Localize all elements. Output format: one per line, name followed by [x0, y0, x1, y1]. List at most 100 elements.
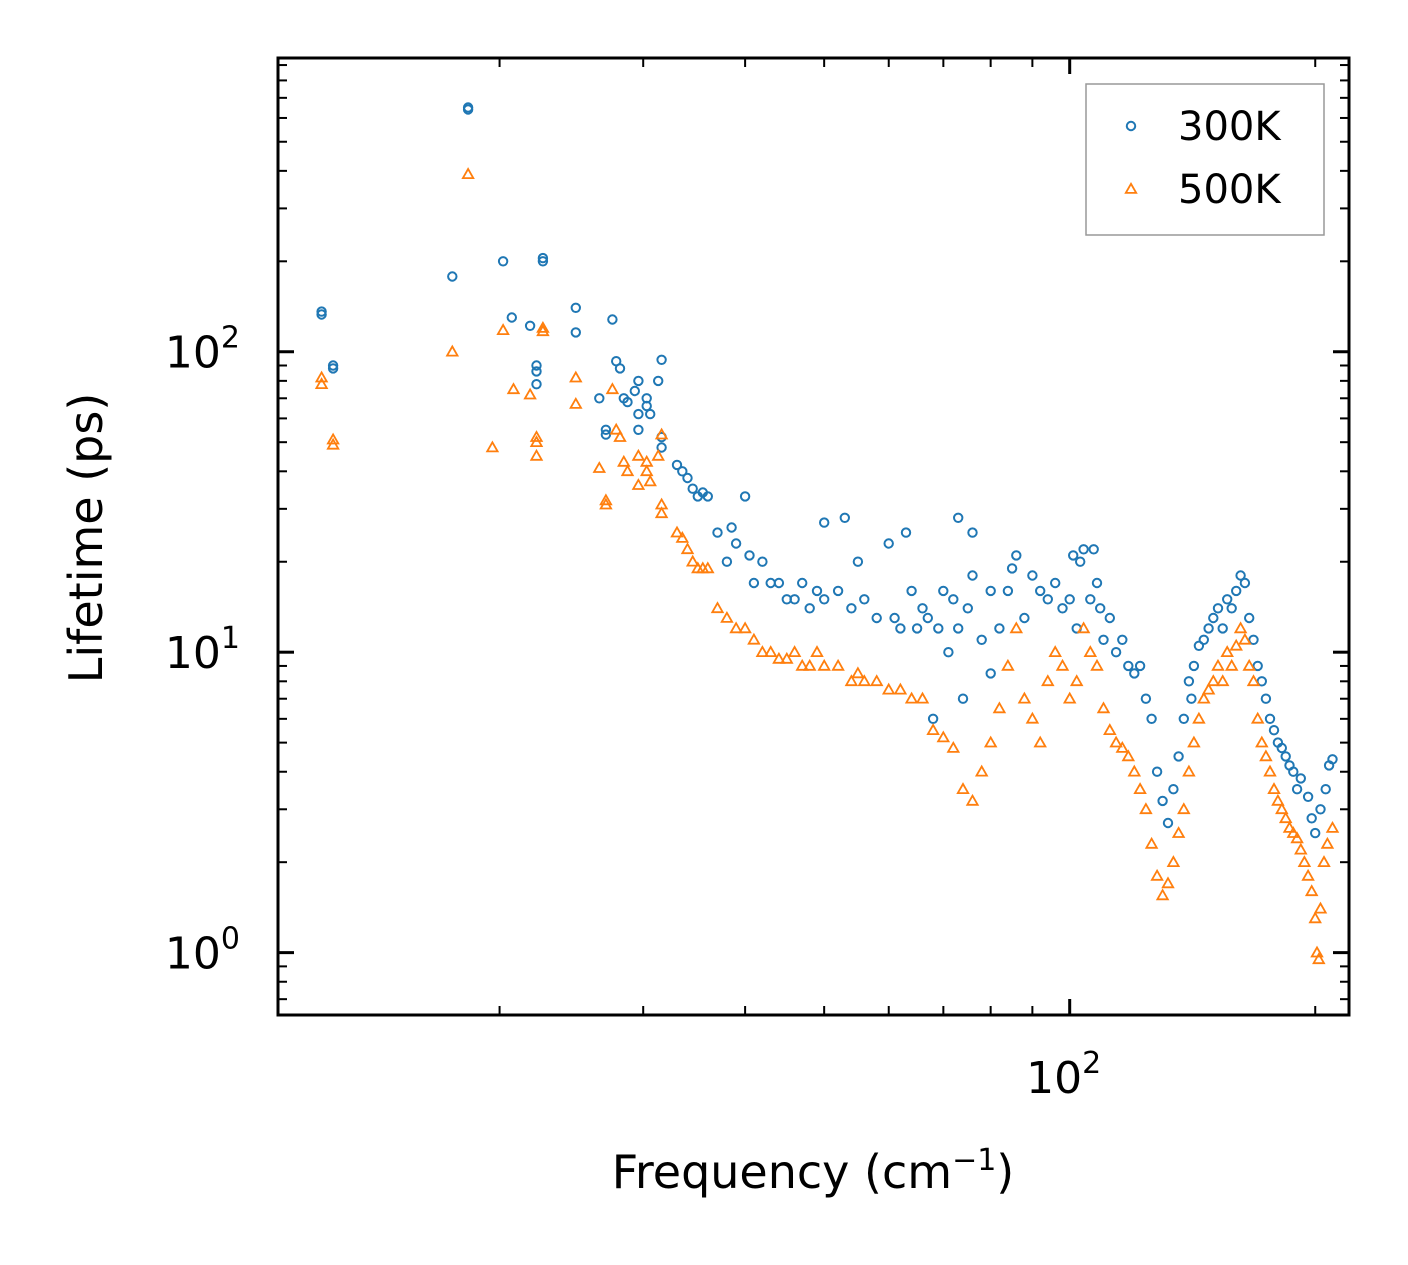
- data-point: [948, 594, 959, 605]
- data-point: [1041, 674, 1055, 687]
- data-point: [726, 522, 737, 533]
- data-point: [653, 375, 664, 387]
- data-point: [1109, 735, 1123, 748]
- data-point: [656, 442, 667, 453]
- y-tick-label: 100: [165, 922, 240, 980]
- data-point: [1197, 691, 1211, 704]
- data-point: [1302, 791, 1314, 802]
- data-point: [810, 645, 824, 657]
- data-point: [967, 527, 978, 538]
- data-point: [765, 577, 776, 589]
- data-point: [1310, 945, 1324, 958]
- data-point: [1091, 577, 1103, 589]
- legend-box: [1085, 83, 1325, 236]
- data-point: [1104, 612, 1116, 624]
- data-point: [906, 585, 917, 597]
- series-500K: [314, 167, 1340, 965]
- data-point: [1320, 784, 1331, 795]
- data-point: [852, 556, 864, 567]
- data-point: [1275, 802, 1289, 815]
- data-point: [506, 312, 517, 323]
- data-point: [1320, 836, 1335, 849]
- data-point: [592, 461, 607, 473]
- data-point: [1075, 556, 1086, 567]
- data-point: [1259, 749, 1273, 762]
- data-point: [1166, 855, 1181, 867]
- data-point: [755, 645, 770, 657]
- data-point: [1064, 594, 1075, 605]
- data-point: [1162, 817, 1174, 829]
- tick-labels-layer: 102 100 101 102: [165, 321, 1101, 1104]
- x-axis-label: Frequency (cm−1): [612, 1143, 1015, 1199]
- legend-marker: [1124, 181, 1138, 194]
- data-point: [1231, 585, 1242, 597]
- data-point: [570, 302, 581, 313]
- data-point: [1057, 603, 1068, 614]
- data-point: [447, 271, 458, 282]
- data-point: [1317, 855, 1331, 867]
- data-point: [599, 497, 613, 510]
- data-point: [729, 621, 743, 634]
- data-point: [1188, 660, 1200, 672]
- data-point: [802, 658, 817, 671]
- data-point: [1325, 820, 1340, 833]
- data-point: [957, 693, 969, 704]
- data-point: [1271, 793, 1285, 806]
- data-point: [614, 363, 626, 374]
- data-point: [1098, 634, 1109, 645]
- data-point: [819, 594, 830, 605]
- data-point: [893, 682, 908, 695]
- data-point: [1294, 842, 1308, 855]
- series-300K: [316, 102, 1338, 839]
- data-point: [1306, 813, 1317, 824]
- data-point: [859, 594, 870, 605]
- data-point: [702, 491, 713, 502]
- data-point: [1252, 660, 1263, 672]
- data-point: [1134, 660, 1146, 672]
- data-point: [953, 623, 964, 634]
- legend: 300K 500K: [1085, 83, 1325, 236]
- data-point: [811, 585, 823, 597]
- data-point: [1150, 868, 1164, 881]
- data-point: [915, 691, 930, 704]
- data-point: [326, 437, 340, 450]
- legend-entries: 300K 500K: [1124, 104, 1282, 213]
- data-point: [1183, 676, 1195, 687]
- data-point: [529, 448, 544, 461]
- data-point: [605, 382, 620, 395]
- data-point: [721, 556, 733, 567]
- data-point: [1001, 658, 1015, 671]
- data-point: [832, 585, 844, 597]
- data-point: [1076, 621, 1091, 634]
- data-point: [1256, 676, 1268, 687]
- data-point: [1327, 754, 1338, 765]
- legend-entry-500K: 500K: [1124, 167, 1282, 213]
- data-point: [787, 645, 802, 657]
- data-point: [926, 723, 940, 735]
- data-point: [1297, 855, 1312, 867]
- data-point: [904, 691, 919, 704]
- data-point: [1217, 623, 1228, 634]
- data-point: [622, 396, 633, 408]
- data-point: [744, 550, 755, 561]
- data-point: [1068, 550, 1079, 561]
- data-point: [1078, 544, 1089, 555]
- data-point: [747, 632, 761, 645]
- data-point: [1250, 711, 1265, 724]
- data-point: [654, 506, 669, 519]
- data-point: [748, 577, 760, 589]
- data-point: [523, 387, 537, 400]
- data-point: [974, 764, 989, 777]
- data-point: [1178, 713, 1190, 724]
- data-point: [1286, 826, 1301, 838]
- data-point: [1278, 811, 1293, 824]
- data-point: [1123, 660, 1134, 672]
- data-point: [643, 474, 657, 487]
- data-point: [1276, 742, 1288, 754]
- data-point: [497, 256, 509, 267]
- data-point: [1280, 751, 1291, 762]
- data-point: [1288, 766, 1299, 777]
- data-point: [1226, 603, 1237, 614]
- data-point: [1140, 693, 1152, 704]
- data-point: [462, 104, 474, 115]
